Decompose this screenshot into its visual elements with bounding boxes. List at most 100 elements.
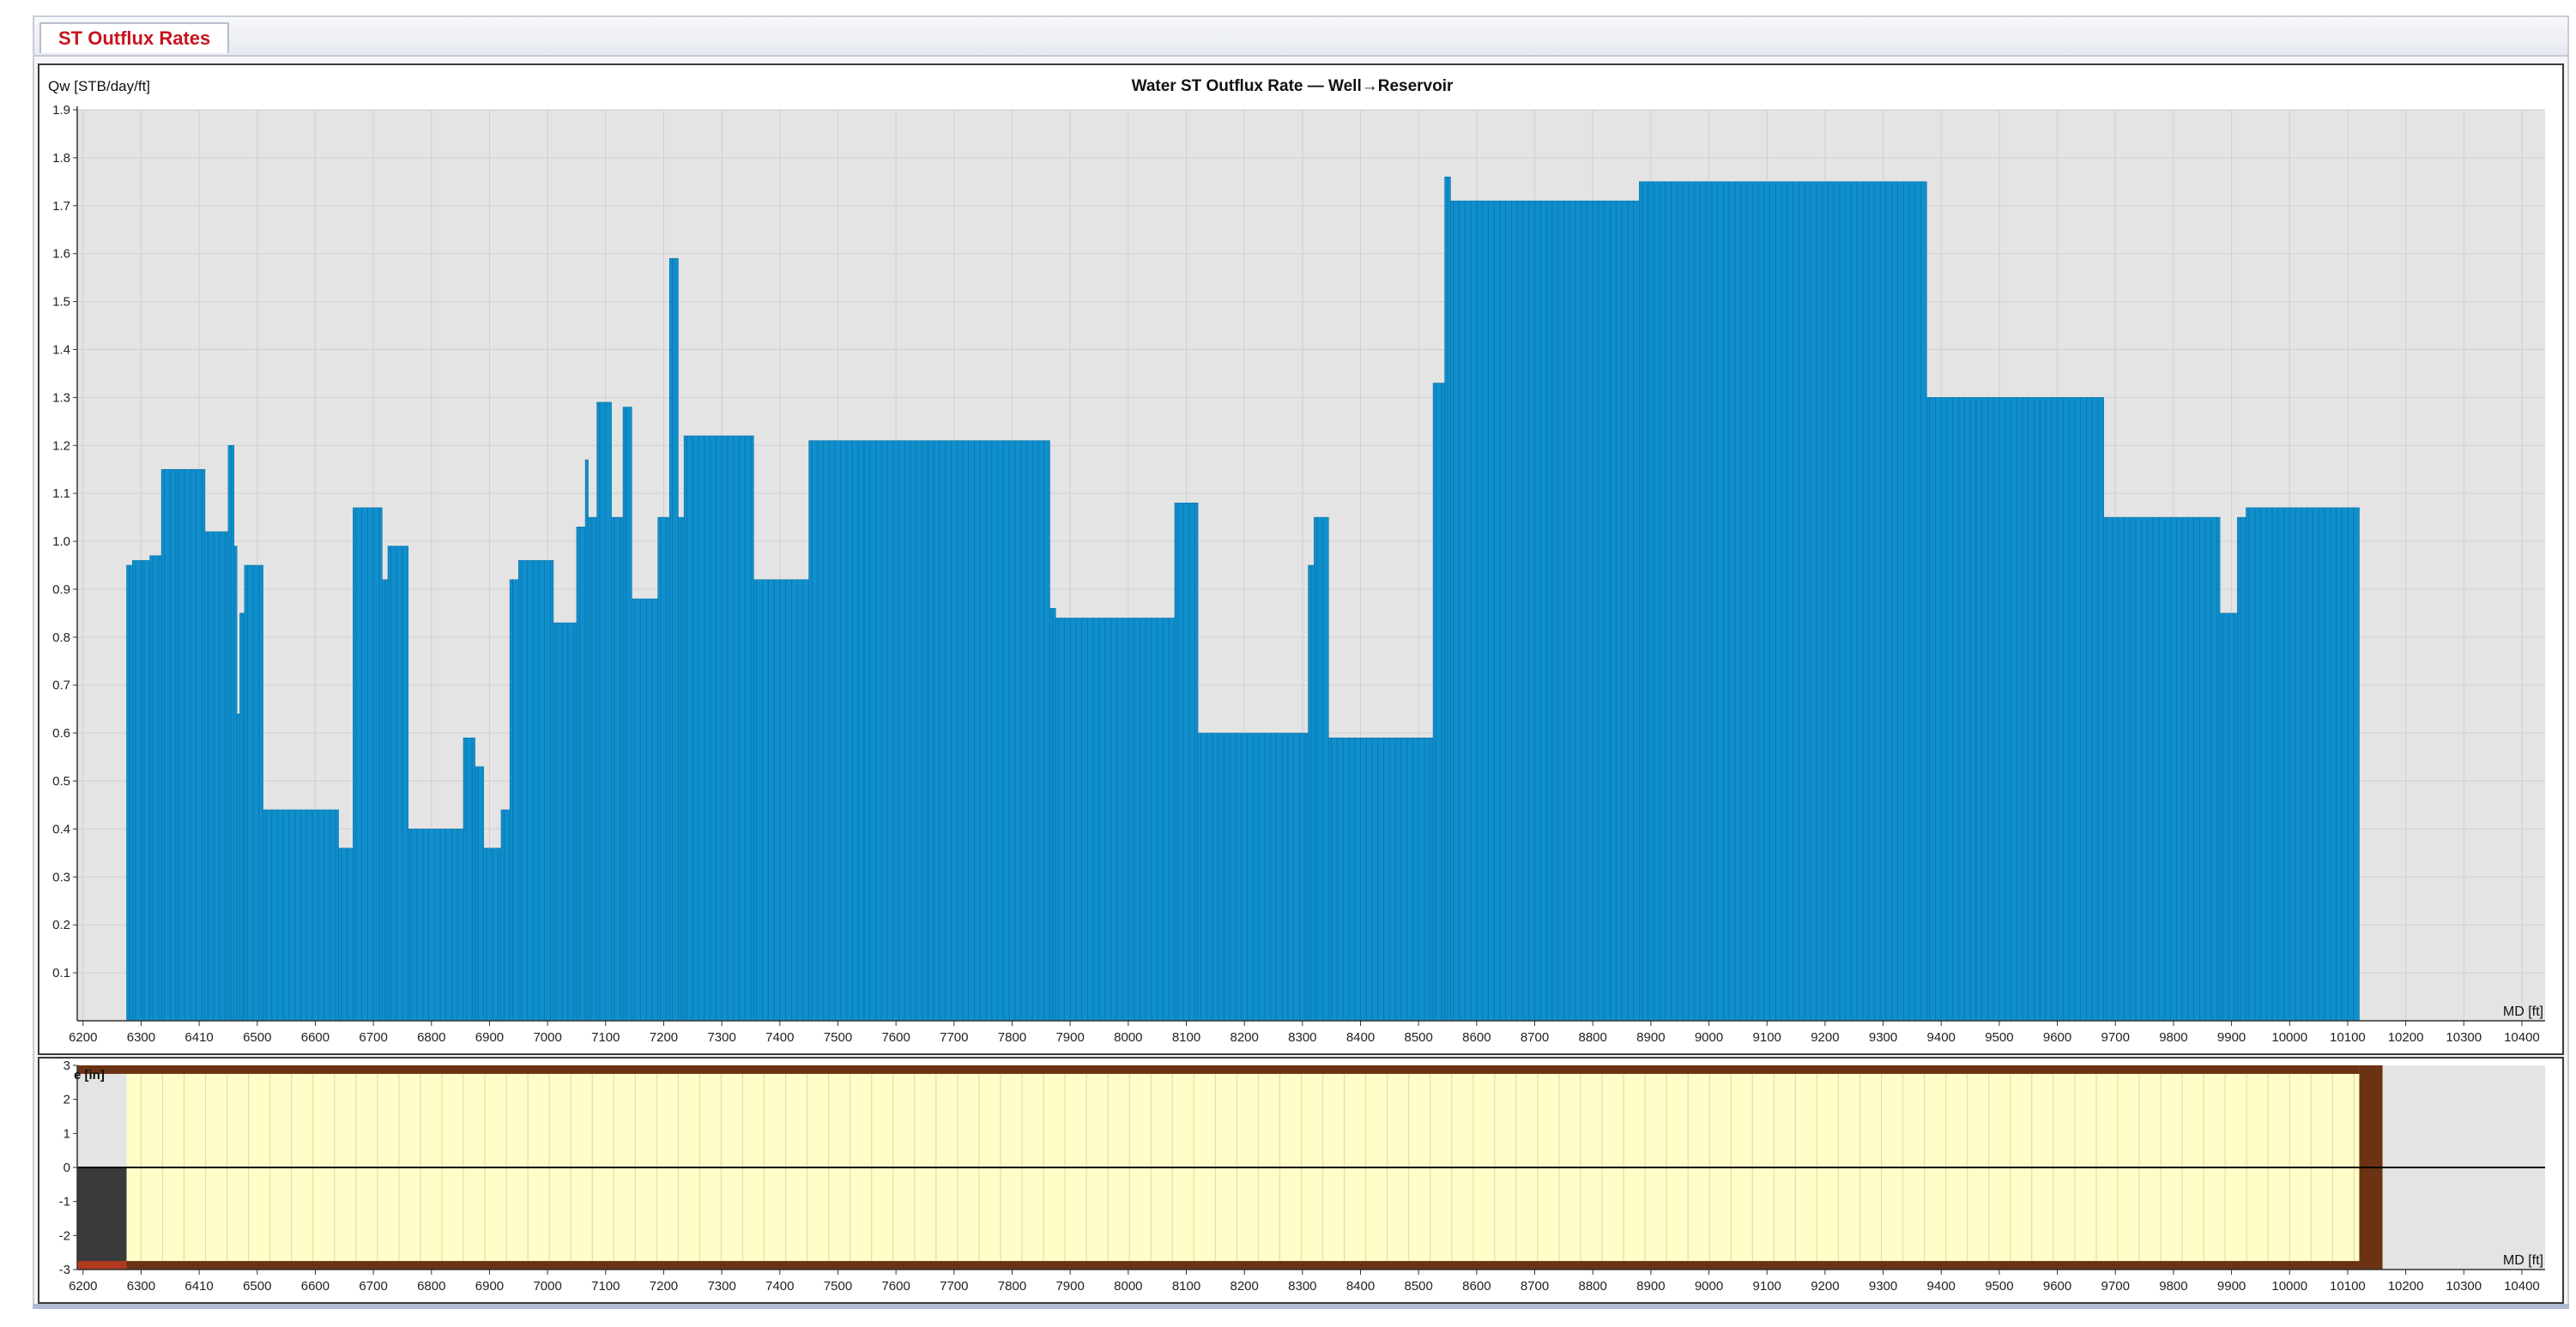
outflux-bar <box>500 809 511 1022</box>
profile-y-tick-label: -1 <box>59 1195 70 1209</box>
outflux-bar <box>631 598 659 1022</box>
y-tick-label: 1.9 <box>52 103 70 118</box>
x-tick-label: 8000 <box>1114 1030 1142 1045</box>
outflux-bar <box>668 257 679 1022</box>
chart-title: Water ST Outflux Rate — Well→Reservoir <box>1132 77 1454 95</box>
x-tick-label: 7600 <box>881 1030 910 1045</box>
y-tick-label: 1.8 <box>52 151 70 166</box>
x-tick-label: 6410 <box>184 1030 213 1045</box>
outflux-bar <box>753 579 809 1022</box>
profile-x-tick-label: 9300 <box>1869 1279 1897 1294</box>
x-tick-label: 8500 <box>1405 1030 1433 1045</box>
outflux-bar <box>657 516 670 1022</box>
profile-x-tick-label: 6800 <box>417 1279 445 1294</box>
profile-x-tick-label: 6700 <box>359 1279 387 1294</box>
outflux-bar <box>596 401 612 1022</box>
profile-x-tick-label: 9700 <box>2101 1279 2130 1294</box>
outflux-bar <box>2103 516 2221 1022</box>
y-axis-label: Qw [STB/day/ft] <box>48 78 150 94</box>
profile-y-tick-label: 3 <box>63 1059 70 1073</box>
profile-x-tick-label: 7400 <box>765 1279 794 1294</box>
profile-x-tick-label: 9900 <box>2217 1279 2246 1294</box>
profile-y-tick-label: -3 <box>59 1263 70 1277</box>
outflux-bar <box>588 516 597 1022</box>
profile-x-tick-label: 9800 <box>2159 1279 2187 1294</box>
outflux-bar-chart: 0.1 0.2 0.3 0.4 0.5 0.6 0.7 0.8 0.9 1.0 1.1 1.2 1.3 1… <box>48 77 2545 1045</box>
y-tick-label: 0.9 <box>52 582 70 597</box>
tab-strip: ST Outflux Rates <box>34 17 2567 57</box>
outflux-bar <box>1450 200 1640 1022</box>
y-tick-label: 1.3 <box>52 390 70 405</box>
x-tick-label: 6300 <box>127 1030 155 1045</box>
profile-x-tick-label: 7800 <box>998 1279 1026 1294</box>
x-tick-label: 6900 <box>475 1030 504 1045</box>
x-tick-label: 9200 <box>1811 1030 1839 1045</box>
profile-x-tick-label: 8900 <box>1636 1279 1665 1294</box>
profile-y-tick-label: -2 <box>59 1228 70 1243</box>
profile-x-tick-label: 9600 <box>2043 1279 2071 1294</box>
outflux-bar <box>808 440 1050 1022</box>
x-tick-label: 9600 <box>2043 1030 2071 1045</box>
profile-x-tick-label: 8600 <box>1462 1279 1491 1294</box>
y-tick-label: 1.1 <box>52 486 70 501</box>
y-tick-label: 1.6 <box>52 247 70 262</box>
outflux-bar <box>2237 516 2246 1022</box>
profile-x-tick-label: 8700 <box>1521 1279 1549 1294</box>
profile-x-tick-label: 10400 <box>2504 1279 2540 1294</box>
x-tick-label: 8400 <box>1346 1030 1375 1045</box>
outflux-bar <box>553 622 577 1022</box>
outflux-bar <box>1328 737 1434 1022</box>
window-bottom-border <box>33 1304 2569 1309</box>
outflux-bar <box>233 546 238 1022</box>
y-tick-label: 1.7 <box>52 199 70 214</box>
outflux-bar <box>236 713 240 1022</box>
profile-x-tick-label: 8500 <box>1405 1279 1433 1294</box>
outflux-bar <box>239 612 245 1022</box>
wellbore-profile-chart: 3 2 1 0 -1 -2 -3 6200 6300 6410 6500 6600 6700 6800 69… <box>59 1059 2545 1294</box>
x-tick-label: 8300 <box>1288 1030 1316 1045</box>
outflux-bar <box>131 560 142 1022</box>
profile-x-tick-label: 7600 <box>881 1279 910 1294</box>
profile-x-tick-label: 10000 <box>2271 1279 2307 1294</box>
profile-x-tick-label: 10200 <box>2388 1279 2424 1294</box>
x-tick-label: 10100 <box>2330 1030 2366 1045</box>
x-tick-label: 9700 <box>2101 1030 2130 1045</box>
profile-x-tick-label: 6300 <box>127 1279 155 1294</box>
outflux-bar <box>611 516 624 1022</box>
y-tick-label: 0.5 <box>52 775 70 789</box>
outflux-bar <box>584 459 589 1022</box>
profile-x-tick-label: 7500 <box>824 1279 852 1294</box>
outflux-bar <box>683 435 754 1022</box>
profile-x-tick-label: 6500 <box>243 1279 271 1294</box>
x-tick-label: 9000 <box>1695 1030 1723 1045</box>
x-tick-label: 6200 <box>69 1030 97 1045</box>
profile-x-tick-label: 8800 <box>1579 1279 1607 1294</box>
x-tick-label: 6700 <box>359 1030 387 1045</box>
x-tick-label: 8700 <box>1521 1030 1549 1045</box>
profile-x-tick-label: 10100 <box>2330 1279 2366 1294</box>
x-tick-label: 9100 <box>1753 1030 1781 1045</box>
casing-lower-wall <box>77 1261 127 1270</box>
x-tick-label: 9800 <box>2159 1030 2187 1045</box>
outflux-bar <box>204 531 229 1022</box>
profile-x-tick-label: 8000 <box>1114 1279 1142 1294</box>
x-tick-label: 7900 <box>1055 1030 1084 1045</box>
profile-x-tick-label: 8100 <box>1172 1279 1200 1294</box>
x-tick-label: 7000 <box>533 1030 561 1045</box>
outflux-bar <box>1926 397 2105 1022</box>
y-tick-label: 1.5 <box>52 295 70 310</box>
outflux-bar <box>141 560 150 1022</box>
profile-x-tick-label: 7300 <box>707 1279 735 1294</box>
y-tick-label: 0.3 <box>52 870 70 884</box>
outflux-bar <box>1174 503 1199 1022</box>
outflux-bar <box>149 555 162 1022</box>
tab-st-outflux-rates[interactable]: ST Outflux Rates <box>39 22 230 53</box>
profile-x-axis-label: MD [ft] <box>2503 1253 2543 1268</box>
x-tick-label: 10000 <box>2271 1030 2307 1045</box>
x-tick-label: 8900 <box>1636 1030 1665 1045</box>
y-tick-label: 0.1 <box>52 966 70 980</box>
outflux-bar <box>1639 181 1927 1022</box>
y-tick-label: 0.7 <box>52 679 70 693</box>
profile-x-tick-label: 6900 <box>475 1279 504 1294</box>
profile-x-tick-label: 7100 <box>591 1279 620 1294</box>
